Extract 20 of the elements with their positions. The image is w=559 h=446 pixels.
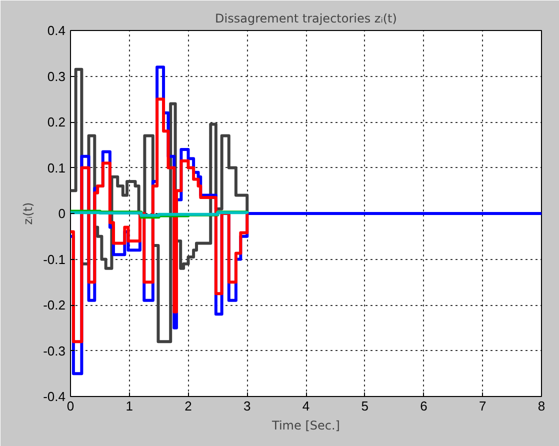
y-tick-label: -0.3: [43, 343, 66, 358]
x-tick-label: 8: [538, 398, 546, 414]
x-tick-label: 4: [302, 398, 310, 414]
y-tick-label: -0.2: [43, 298, 66, 312]
y-tick-label: 0.3: [47, 68, 66, 84]
x-tick-label: 5: [361, 398, 368, 414]
x-axis-title: Time [Sec.]: [271, 418, 340, 432]
x-tick-label: 2: [184, 398, 192, 414]
x-tick-label: 3: [244, 398, 251, 414]
y-axis-title: zᵢ(t): [21, 202, 36, 225]
y-tick-label: 0.1: [47, 160, 66, 176]
x-tick-label: 6: [420, 398, 428, 414]
y-tick-label: -0.1: [43, 252, 66, 267]
y-tick-label: -0.4: [43, 389, 66, 404]
y-tick-label: 0: [58, 206, 66, 221]
chart-title: Dissagrement trajectories zᵢ(t): [215, 12, 397, 26]
x-tick-label: 7: [479, 398, 486, 414]
y-tick-label: 0.2: [47, 114, 66, 130]
y-tick-label: 0.4: [47, 23, 66, 38]
x-tick-label: 1: [126, 398, 133, 414]
